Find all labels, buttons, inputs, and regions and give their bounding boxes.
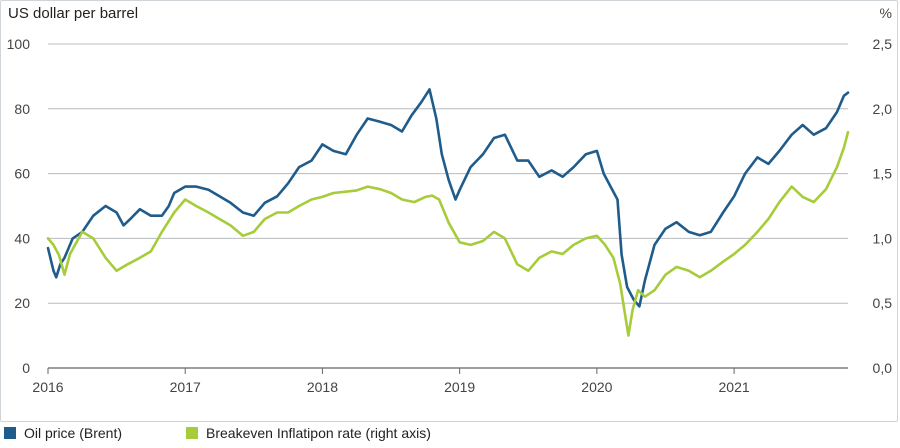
y-tick-left-100: 100 <box>7 36 31 52</box>
y-tick-right-1,0: 1,0 <box>873 230 893 246</box>
x-tick-2017: 2017 <box>170 379 201 395</box>
y-tick-right-1,5: 1,5 <box>873 166 893 182</box>
series-line-breakeven-inflation <box>46 130 850 337</box>
legend-swatch-oil-price <box>4 427 16 439</box>
x-tick-2021: 2021 <box>719 379 750 395</box>
y-tick-left-20: 20 <box>14 295 30 311</box>
legend-label-oil-price: Oil price (Brent) <box>24 425 123 441</box>
y-tick-left-40: 40 <box>14 230 30 246</box>
legend: Oil price (Brent) Breakeven Inflatipon r… <box>0 422 900 448</box>
x-tick-2019: 2019 <box>444 379 475 395</box>
chart-frame <box>0 0 898 422</box>
x-tick-2018: 2018 <box>307 379 338 395</box>
y-tick-left-0: 0 <box>22 360 30 376</box>
y-tick-right-2,0: 2,0 <box>873 101 893 117</box>
line-chart: 0 20 40 60 80 100 0,0 0,5 1,0 1,5 2,0 2,5 2016 2017 20… <box>7 36 893 395</box>
y-tick-right-2,5: 2,5 <box>873 36 893 52</box>
legend-item-breakeven-inflation: Breakeven Inflatipon rate (right axis) <box>186 425 431 441</box>
series-line-oil-price <box>46 88 850 308</box>
y-tick-right-0,0: 0,0 <box>873 360 893 376</box>
x-tick-2016: 2016 <box>32 379 63 395</box>
legend-swatch-breakeven-inflation <box>186 427 198 439</box>
legend-label-breakeven-inflation: Breakeven Inflatipon rate (right axis) <box>206 425 431 441</box>
x-tick-2020: 2020 <box>581 379 612 395</box>
y-tick-right-0,5: 0,5 <box>873 295 893 311</box>
y-tick-left-80: 80 <box>14 101 30 117</box>
y-axis-right-label: % <box>879 5 892 21</box>
y-tick-left-60: 60 <box>14 166 30 182</box>
y-axis-left-label: US dollar per barrel <box>8 5 139 22</box>
legend-item-oil-price: Oil price (Brent) <box>4 425 122 441</box>
